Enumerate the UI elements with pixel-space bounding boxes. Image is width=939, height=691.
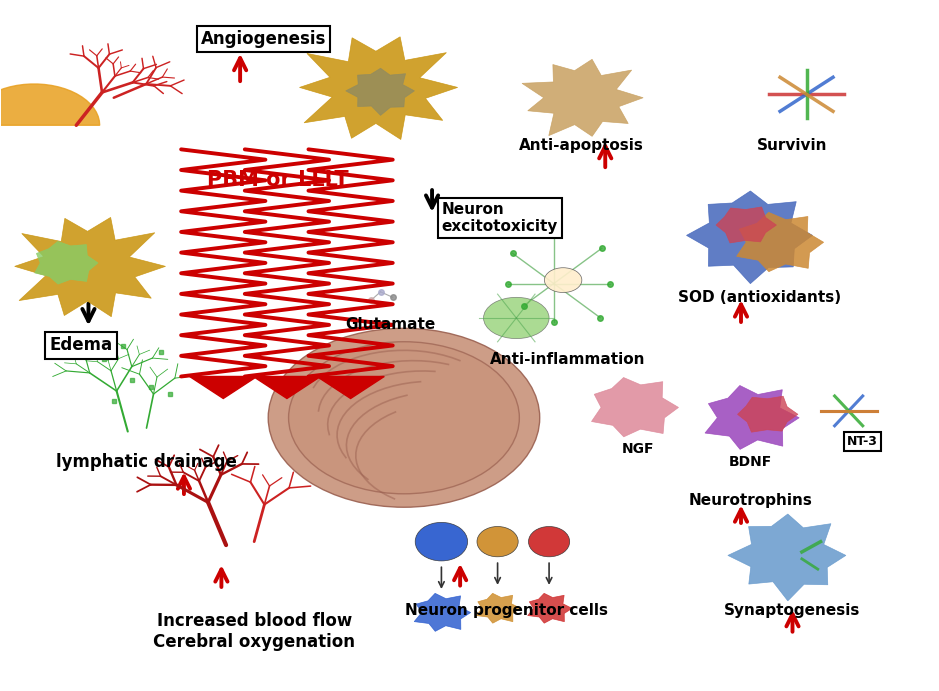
Polygon shape (736, 212, 824, 272)
Polygon shape (737, 396, 798, 432)
Polygon shape (686, 191, 812, 283)
Text: Neuron
excitotoxicity: Neuron excitotoxicity (441, 202, 558, 234)
Text: Neurotrophins: Neurotrophins (688, 493, 812, 508)
Polygon shape (35, 241, 98, 284)
Polygon shape (592, 377, 679, 437)
Text: NGF: NGF (622, 442, 654, 456)
Polygon shape (414, 594, 470, 632)
Polygon shape (0, 84, 100, 125)
Text: Anti-inflammation: Anti-inflammation (490, 352, 645, 367)
Ellipse shape (269, 328, 540, 507)
Polygon shape (716, 207, 777, 243)
Ellipse shape (545, 267, 582, 292)
Circle shape (477, 527, 518, 557)
Polygon shape (705, 386, 799, 449)
Text: Glutamate: Glutamate (345, 317, 435, 332)
Text: Increased blood flow
Cerebral oxygenation: Increased blood flow Cerebral oxygenatio… (153, 612, 355, 650)
Polygon shape (728, 514, 846, 601)
Polygon shape (528, 594, 572, 623)
Text: Angiogenesis: Angiogenesis (201, 30, 326, 48)
Polygon shape (346, 68, 414, 115)
Polygon shape (476, 594, 520, 623)
Text: NT-3: NT-3 (847, 435, 878, 448)
Text: Neuron progenitor cells: Neuron progenitor cells (406, 603, 608, 618)
Polygon shape (522, 59, 643, 136)
Text: lymphatic drainage: lymphatic drainage (56, 453, 237, 471)
Text: PBM or LLLT: PBM or LLLT (207, 170, 348, 190)
Text: Anti-apoptosis: Anti-apoptosis (519, 138, 644, 153)
Polygon shape (15, 218, 165, 316)
Text: SOD (antioxidants): SOD (antioxidants) (678, 290, 841, 305)
Polygon shape (316, 377, 384, 399)
Circle shape (529, 527, 570, 557)
Ellipse shape (484, 297, 549, 339)
Polygon shape (254, 377, 320, 399)
Text: Synaptogenesis: Synaptogenesis (724, 603, 861, 618)
Polygon shape (190, 377, 257, 399)
Text: BDNF: BDNF (729, 455, 772, 469)
Text: Edema: Edema (50, 337, 113, 354)
Ellipse shape (288, 342, 519, 494)
Polygon shape (300, 37, 457, 140)
Circle shape (415, 522, 468, 561)
Text: Survivin: Survivin (757, 138, 828, 153)
